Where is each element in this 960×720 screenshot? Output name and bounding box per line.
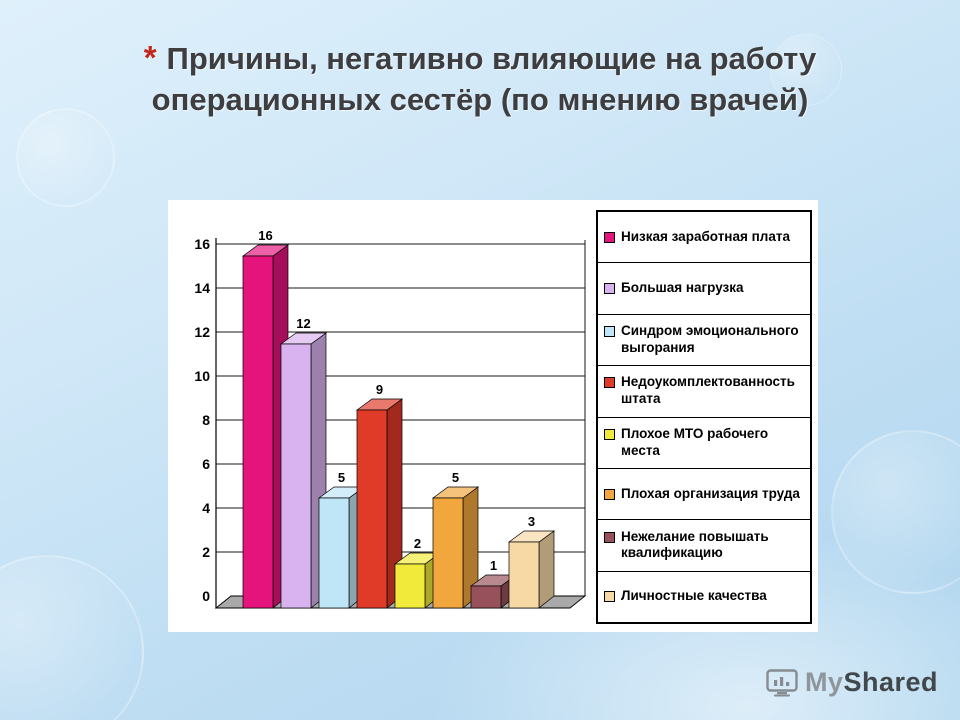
legend-row: Синдром эмоционального выгорания: [604, 323, 804, 357]
legend-row: Личностные качества: [604, 588, 767, 605]
y-tick-label: 8: [202, 412, 210, 428]
bar-value-label: 9: [376, 382, 383, 397]
legend-item: Плохое МТО рабочего места: [598, 418, 810, 469]
bar-value-label: 1: [490, 558, 497, 573]
y-tick-label: 12: [194, 324, 210, 340]
legend-item: Недоукомплектованность штата: [598, 366, 810, 418]
myshared-logo-text: MyShared: [805, 667, 938, 698]
bar-value-label: 5: [338, 470, 345, 485]
bar-front-face: [356, 409, 388, 609]
slide-title-line1: * Причины, негативно влияющие на работу: [40, 36, 920, 80]
y-tick-label: 2: [202, 544, 210, 560]
y-tick-label: 0: [202, 588, 210, 604]
bar-value-label: 12: [296, 316, 310, 331]
bar-front-face: [508, 541, 540, 609]
bar-side-face: [538, 530, 555, 609]
slide-title: * Причины, негативно влияющие на работу о…: [40, 36, 920, 121]
legend-label: Личностные качества: [621, 588, 767, 604]
legend-swatch: [604, 428, 615, 440]
y-tick-label: 10: [194, 368, 210, 384]
legend-item: Плохая организация труда: [598, 469, 810, 521]
bar-front-face: [318, 497, 350, 609]
logo-text-my: My: [804, 667, 844, 697]
bar-value-label: 5: [452, 470, 459, 485]
legend-label: Плохое МТО рабочего места: [621, 425, 769, 458]
y-tick-label: 16: [194, 236, 210, 252]
bar-front-face: [432, 497, 464, 609]
decorative-bubble: [0, 555, 144, 720]
bar-chart: 0 2 4 6 8 10 12 14 16 16 12 5 9 2 5 1 3 Низкая заработна…: [168, 200, 818, 632]
y-tick-label: 4: [202, 500, 210, 516]
legend-label: Нежелание повышать квалификацию: [621, 528, 769, 561]
slide-title-text1: Причины, негативно влияющие на работу: [166, 41, 817, 76]
legend-row: Плохое МТО рабочего места: [604, 426, 804, 460]
legend-swatch: [604, 326, 615, 338]
legend-label: Недоукомплектованность штата: [621, 374, 795, 407]
legend-swatch: [604, 591, 615, 603]
legend-row: Низкая заработная плата: [604, 229, 790, 246]
decorative-bubble: [16, 108, 115, 207]
bar-front-face: [470, 585, 502, 609]
myshared-logo: MyShared: [766, 667, 938, 698]
bar-value-label: 16: [258, 228, 272, 243]
chart-legend: Низкая заработная плата Большая нагрузка С…: [596, 210, 812, 624]
bar-value-label: 2: [414, 536, 421, 551]
bar-front-face: [394, 563, 426, 609]
legend-row: Нежелание повышать квалификацию: [604, 529, 804, 563]
legend-row: Недоукомплектованность штата: [604, 374, 804, 408]
y-tick-label: 14: [194, 280, 210, 296]
legend-label: Синдром эмоционального выгорания: [621, 323, 799, 355]
legend-label: Плохая организация труда: [621, 485, 800, 501]
bar-front-face: [242, 255, 274, 609]
slide-title-line2: операционных сестёр (по мнению врачей): [151, 81, 809, 117]
legend-label: Большая нагрузка: [621, 280, 744, 296]
legend-label: Низкая заработная плата: [621, 228, 790, 244]
legend-swatch: [604, 531, 615, 543]
logo-text-shared: Shared: [843, 667, 938, 697]
legend-swatch: [604, 377, 615, 389]
bar-front-face: [280, 343, 312, 609]
decorative-bubble: [831, 430, 960, 594]
legend-item: Низкая заработная плата: [598, 212, 810, 264]
legend-item: Личностные качества: [598, 572, 810, 622]
legend-item: Нежелание повышать квалификацию: [598, 520, 810, 572]
bar-value-label: 3: [528, 514, 535, 529]
legend-item: Большая нагрузка: [598, 263, 810, 315]
myshared-logo-icon: [766, 668, 798, 696]
bar-chart-plot: 0 2 4 6 8 10 12 14 16 16 12 5 9 2 5 1 3: [194, 228, 587, 609]
legend-swatch: [604, 283, 615, 295]
title-asterisk-marker: *: [143, 39, 157, 76]
legend-row: Большая нагрузка: [604, 280, 744, 297]
decorative-bubble: [770, 34, 842, 106]
legend-swatch: [604, 231, 615, 243]
legend-swatch: [604, 488, 615, 500]
legend-item: Синдром эмоционального выгорания: [598, 315, 810, 367]
y-tick-label: 6: [202, 456, 210, 472]
legend-row: Плохая организация труда: [604, 486, 800, 503]
